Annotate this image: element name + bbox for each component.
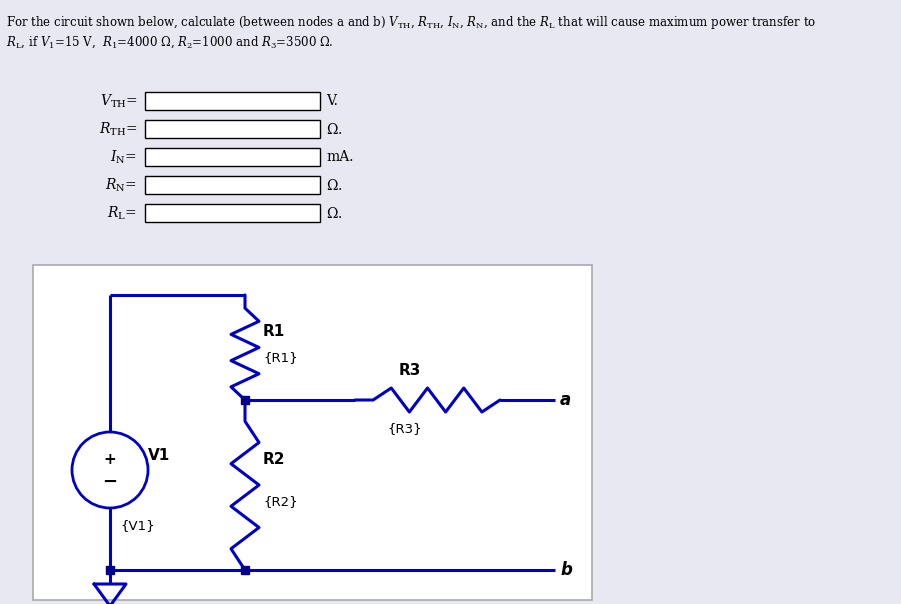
Text: $I_{\rm N}$=: $I_{\rm N}$= xyxy=(110,149,137,165)
Bar xyxy=(241,396,249,404)
Text: +: + xyxy=(104,452,116,466)
Text: R2: R2 xyxy=(263,452,286,467)
Text: V.: V. xyxy=(326,94,338,108)
Text: $\Omega$.: $\Omega$. xyxy=(326,121,342,137)
Text: a: a xyxy=(560,391,571,409)
Text: b: b xyxy=(560,561,572,579)
Circle shape xyxy=(72,432,148,508)
Bar xyxy=(145,176,320,194)
Text: $\Omega$.: $\Omega$. xyxy=(326,178,342,193)
Bar xyxy=(145,92,320,110)
Text: {R3}: {R3} xyxy=(387,422,422,435)
Text: {R1}: {R1} xyxy=(263,352,297,364)
Bar xyxy=(145,148,320,166)
Text: {V1}: {V1} xyxy=(120,519,155,533)
Text: $V_{\rm TH}$=: $V_{\rm TH}$= xyxy=(99,92,137,110)
Bar xyxy=(33,265,592,600)
Text: $R_{\rm N}$=: $R_{\rm N}$= xyxy=(105,176,137,194)
Text: For the circuit shown below, calculate (between nodes a and b) $V_{\rm TH}$, $R_: For the circuit shown below, calculate (… xyxy=(6,14,816,31)
Text: $R_{\rm L}$, if $V_1$=15 V,  $R_1$=4000 $\Omega$, $R_2$=1000 and $R_3$=3500 $\Om: $R_{\rm L}$, if $V_1$=15 V, $R_1$=4000 $… xyxy=(6,35,333,51)
Text: $R_{\rm TH}$=: $R_{\rm TH}$= xyxy=(99,120,137,138)
Text: R1: R1 xyxy=(263,324,286,339)
Bar xyxy=(106,566,114,574)
Text: mA.: mA. xyxy=(326,150,353,164)
Text: V1: V1 xyxy=(148,448,170,463)
Text: −: − xyxy=(103,473,117,491)
Bar xyxy=(241,566,249,574)
Text: $\Omega$.: $\Omega$. xyxy=(326,205,342,220)
Text: R3: R3 xyxy=(398,363,421,378)
Text: $R_{\rm L}$=: $R_{\rm L}$= xyxy=(107,204,137,222)
Text: {R2}: {R2} xyxy=(263,495,297,509)
Bar xyxy=(145,204,320,222)
Bar xyxy=(145,120,320,138)
